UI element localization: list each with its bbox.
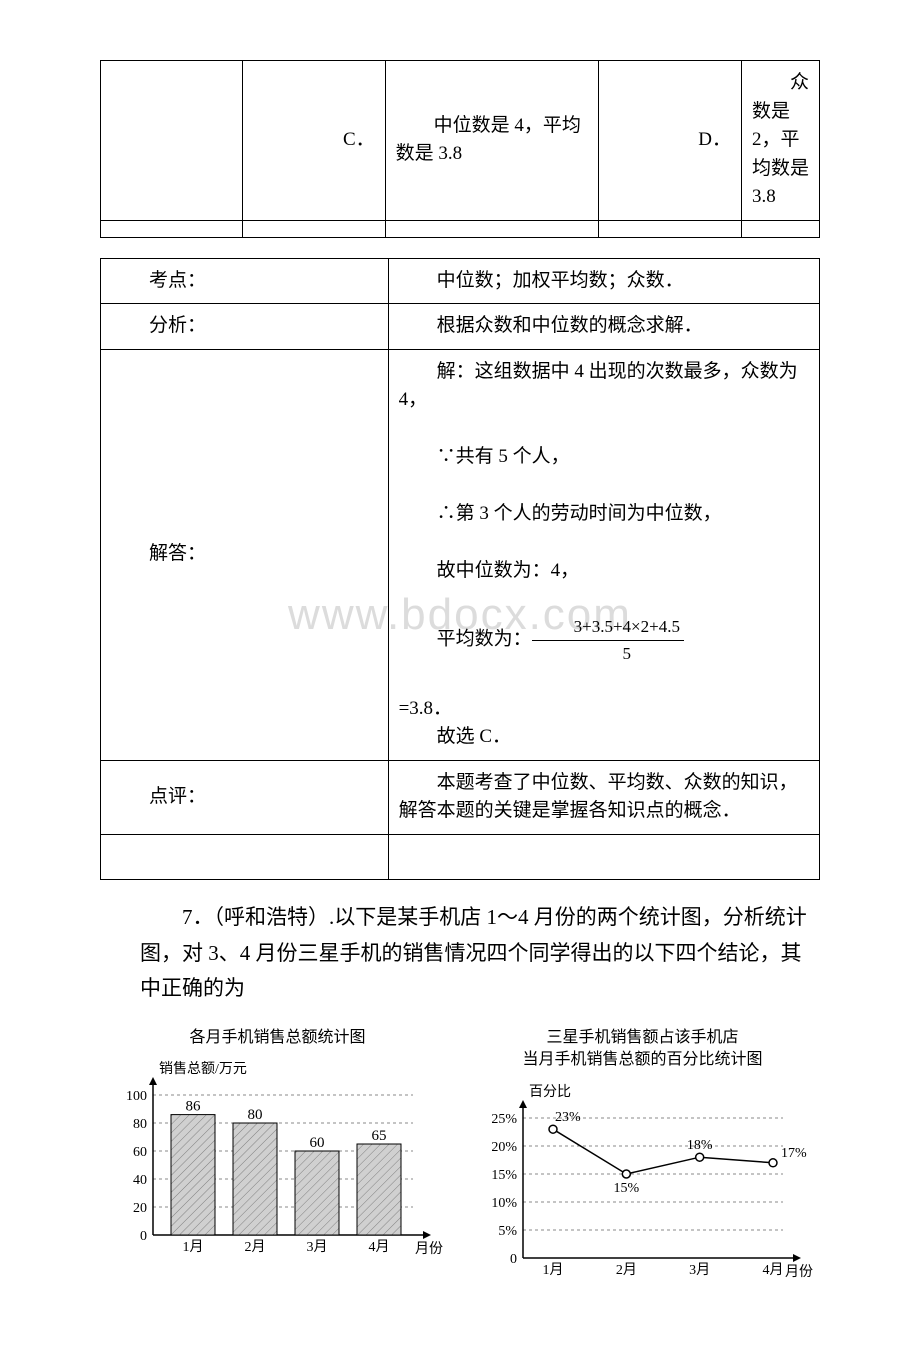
- explanation-table: 考点：中位数；加权平均数；众数．分析：根据众数和中位数的概念求解．解答：解：这组…: [100, 258, 820, 881]
- bar-chart-svg: 20 40 60 80 100 0 销售总额/万元月份 86 1月 80 2月 60 3月 65 4月: [113, 1055, 443, 1265]
- row-label: 分析：: [101, 304, 389, 350]
- line-chart-box: 三星手机销售额占该手机店 当月手机销售总额的百分比统计图 0 5% 10% 15% 20…: [465, 1027, 820, 1288]
- svg-text:60: 60: [133, 1145, 147, 1160]
- option-desc-c: 中位数是 4，平均数是 3.8: [385, 61, 599, 221]
- svg-text:3月: 3月: [306, 1239, 327, 1255]
- row-label: 点评：: [101, 760, 389, 834]
- svg-text:20%: 20%: [491, 1140, 517, 1155]
- svg-text:15%: 15%: [491, 1168, 517, 1183]
- svg-text:20: 20: [133, 1201, 147, 1216]
- svg-text:0: 0: [510, 1252, 517, 1267]
- svg-text:23%: 23%: [555, 1110, 581, 1125]
- svg-text:百分比: 百分比: [529, 1084, 571, 1100]
- bar-chart-title: 各月手机销售总额统计图: [100, 1027, 455, 1049]
- option-letter-d: D．: [599, 61, 742, 221]
- option-desc-d: 众数是 2，平均数是 3.8: [741, 61, 819, 221]
- svg-text:17%: 17%: [781, 1146, 807, 1161]
- row-content: 本题考查了中位数、平均数、众数的知识，解答本题的关键是掌握各知识点的概念．: [388, 760, 819, 834]
- option-letter-c: C．: [243, 61, 386, 221]
- svg-text:80: 80: [133, 1117, 147, 1132]
- row-content: 解：这组数据中 4 出现的次数最多，众数为 4，∵共有 5 个人，∴第 3 个人…: [388, 349, 819, 760]
- row-label: 解答：: [101, 349, 389, 760]
- svg-text:1月: 1月: [542, 1262, 563, 1278]
- svg-text:4月: 4月: [368, 1239, 389, 1255]
- svg-text:4月: 4月: [762, 1262, 783, 1278]
- charts-row: 各月手机销售总额统计图 204060801000销售总额/万元月份861月802…: [100, 1027, 820, 1288]
- svg-text:80: 80: [247, 1107, 262, 1123]
- empty-cell: [101, 834, 389, 880]
- empty-cell: [741, 220, 819, 237]
- svg-text:86: 86: [185, 1099, 201, 1115]
- empty-cell: [243, 220, 386, 237]
- bar-chart-box: 各月手机销售总额统计图 204060801000销售总额/万元月份861月802…: [100, 1027, 455, 1288]
- svg-text:10%: 10%: [491, 1196, 517, 1211]
- option-empty-row: [101, 220, 820, 237]
- option-table: C． 中位数是 4，平均数是 3.8 D． 众数是 2，平均数是 3.8: [100, 60, 820, 238]
- question-text: 7．（呼和浩特）.以下是某手机店 1～4 月份的两个统计图，分析统计图，对 3、…: [140, 900, 820, 1007]
- table-row: 点评：本题考查了中位数、平均数、众数的知识，解答本题的关键是掌握各知识点的概念．: [101, 760, 820, 834]
- empty-cell: [101, 61, 243, 221]
- svg-text:100: 100: [126, 1089, 147, 1104]
- line-chart-svg: 0 5% 10% 15% 20% 25% 百分比月份 23% 1月 15% 2月 18% 3月 17% 4月: [473, 1078, 813, 1288]
- empty-cell: [599, 220, 742, 237]
- svg-text:销售总额/万元: 销售总额/万元: [159, 1061, 247, 1077]
- svg-text:2月: 2月: [244, 1239, 265, 1255]
- svg-text:0: 0: [140, 1229, 147, 1244]
- table-row: 考点：中位数；加权平均数；众数．: [101, 258, 820, 304]
- svg-text:1月: 1月: [182, 1239, 203, 1255]
- svg-text:3月: 3月: [689, 1262, 710, 1278]
- line-title-2: 当月手机销售总额的百分比统计图: [522, 1051, 762, 1068]
- svg-text:40: 40: [133, 1173, 147, 1188]
- svg-text:月份: 月份: [415, 1241, 443, 1257]
- row-label: 考点：: [101, 258, 389, 304]
- svg-text:2月: 2月: [615, 1262, 636, 1278]
- row-content: 中位数；加权平均数；众数．: [388, 258, 819, 304]
- empty-cell: [388, 834, 819, 880]
- line-title-1: 三星手机销售额占该手机店: [546, 1029, 738, 1046]
- option-row: C． 中位数是 4，平均数是 3.8 D． 众数是 2，平均数是 3.8: [101, 61, 820, 221]
- svg-text:5%: 5%: [498, 1224, 517, 1239]
- svg-text:60: 60: [309, 1135, 324, 1151]
- svg-text:65: 65: [371, 1128, 386, 1144]
- table-row-empty: [101, 834, 820, 880]
- row-content: 根据众数和中位数的概念求解．: [388, 304, 819, 350]
- line-chart-title: 三星手机销售额占该手机店 当月手机销售总额的百分比统计图: [465, 1027, 820, 1072]
- svg-text:月份: 月份: [785, 1264, 813, 1280]
- empty-cell: [385, 220, 599, 237]
- svg-text:25%: 25%: [491, 1112, 517, 1127]
- table-row: 分析：根据众数和中位数的概念求解．: [101, 304, 820, 350]
- empty-cell: [101, 220, 243, 237]
- table-row: 解答：解：这组数据中 4 出现的次数最多，众数为 4，∵共有 5 个人，∴第 3…: [101, 349, 820, 760]
- svg-text:18%: 18%: [686, 1138, 712, 1153]
- svg-text:15%: 15%: [613, 1181, 639, 1196]
